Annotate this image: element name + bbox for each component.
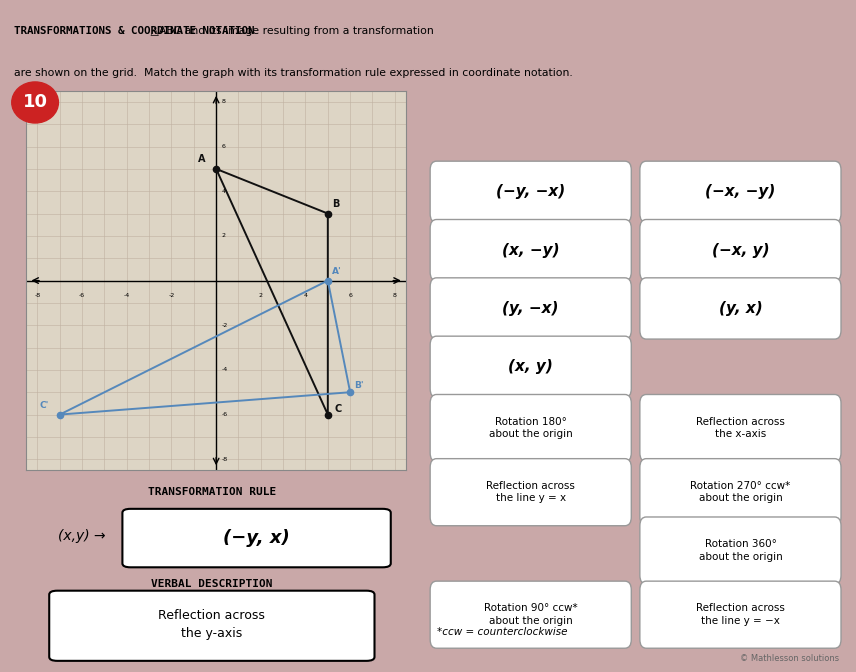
Text: 10: 10	[22, 93, 48, 112]
Text: -8: -8	[34, 293, 40, 298]
FancyBboxPatch shape	[430, 459, 631, 526]
Text: 8: 8	[393, 293, 396, 298]
Text: (−x, −y): (−x, −y)	[705, 184, 776, 200]
Circle shape	[12, 82, 58, 123]
FancyBboxPatch shape	[639, 459, 841, 526]
FancyBboxPatch shape	[430, 336, 631, 397]
Text: VERBAL DESCRIPTION: VERBAL DESCRIPTION	[152, 579, 272, 589]
Text: (−y, x): (−y, x)	[223, 529, 290, 547]
Text: -6: -6	[222, 412, 228, 417]
Text: TRANSFORMATIONS & COORDINATE NOTATION: TRANSFORMATIONS & COORDINATE NOTATION	[15, 26, 261, 36]
Text: (−x, y): (−x, y)	[711, 243, 770, 257]
Text: (y, −x): (y, −x)	[502, 301, 559, 316]
Text: (x,y) →: (x,y) →	[58, 529, 105, 543]
Text: 4: 4	[222, 189, 226, 194]
FancyBboxPatch shape	[122, 509, 390, 567]
Text: -8: -8	[222, 457, 228, 462]
FancyBboxPatch shape	[430, 220, 631, 281]
Text: *ccw = counterclockwise: *ccw = counterclockwise	[437, 626, 567, 636]
Text: Rotation 360°
about the origin: Rotation 360° about the origin	[698, 540, 782, 562]
FancyBboxPatch shape	[639, 517, 841, 584]
Text: 6: 6	[348, 293, 352, 298]
Text: (x, y): (x, y)	[508, 360, 553, 374]
Text: TRANSFORMATION RULE: TRANSFORMATION RULE	[148, 487, 276, 497]
FancyBboxPatch shape	[49, 591, 374, 661]
Text: Rotation 90° ccw*
about the origin: Rotation 90° ccw* about the origin	[484, 603, 578, 626]
Text: -2: -2	[169, 293, 175, 298]
Text: Reflection across
the y-axis: Reflection across the y-axis	[158, 610, 265, 640]
Text: B: B	[332, 199, 340, 209]
Text: (x, −y): (x, −y)	[502, 243, 560, 257]
Text: Reflection across
the line y = x: Reflection across the line y = x	[486, 481, 575, 503]
Text: 6: 6	[222, 144, 226, 149]
Text: 2: 2	[222, 233, 226, 239]
Text: C': C'	[39, 401, 49, 410]
Text: (−y, −x): (−y, −x)	[496, 184, 565, 200]
Text: © Mathlesson solutions: © Mathlesson solutions	[740, 654, 839, 663]
Text: Rotation 180°
about the origin: Rotation 180° about the origin	[489, 417, 573, 439]
FancyBboxPatch shape	[639, 220, 841, 281]
Text: (y, x): (y, x)	[718, 301, 763, 316]
FancyBboxPatch shape	[430, 278, 631, 339]
FancyBboxPatch shape	[639, 278, 841, 339]
Text: A': A'	[332, 267, 342, 276]
Text: -4: -4	[123, 293, 130, 298]
Text: A: A	[199, 154, 205, 164]
Text: 8: 8	[222, 99, 226, 104]
Text: 4: 4	[304, 293, 307, 298]
FancyBboxPatch shape	[430, 161, 631, 222]
FancyBboxPatch shape	[639, 394, 841, 462]
Text: C: C	[335, 405, 342, 415]
Text: -4: -4	[222, 368, 228, 372]
Text: 2: 2	[259, 293, 263, 298]
Text: -6: -6	[79, 293, 86, 298]
Text: B': B'	[354, 381, 365, 390]
Text: Rotation 270° ccw*
about the origin: Rotation 270° ccw* about the origin	[690, 481, 791, 503]
FancyBboxPatch shape	[430, 394, 631, 462]
Text: Reflection across
the x-axis: Reflection across the x-axis	[696, 417, 785, 439]
Text: Reflection across
the line y = −x: Reflection across the line y = −x	[696, 603, 785, 626]
Text: are shown on the grid.  Match the graph with its transformation rule expressed i: are shown on the grid. Match the graph w…	[15, 68, 574, 78]
FancyBboxPatch shape	[430, 581, 631, 648]
FancyBboxPatch shape	[639, 161, 841, 222]
FancyBboxPatch shape	[639, 581, 841, 648]
Text: -2: -2	[222, 323, 228, 328]
Text: △ABC and its image resulting from a transformation: △ABC and its image resulting from a tran…	[15, 26, 434, 36]
